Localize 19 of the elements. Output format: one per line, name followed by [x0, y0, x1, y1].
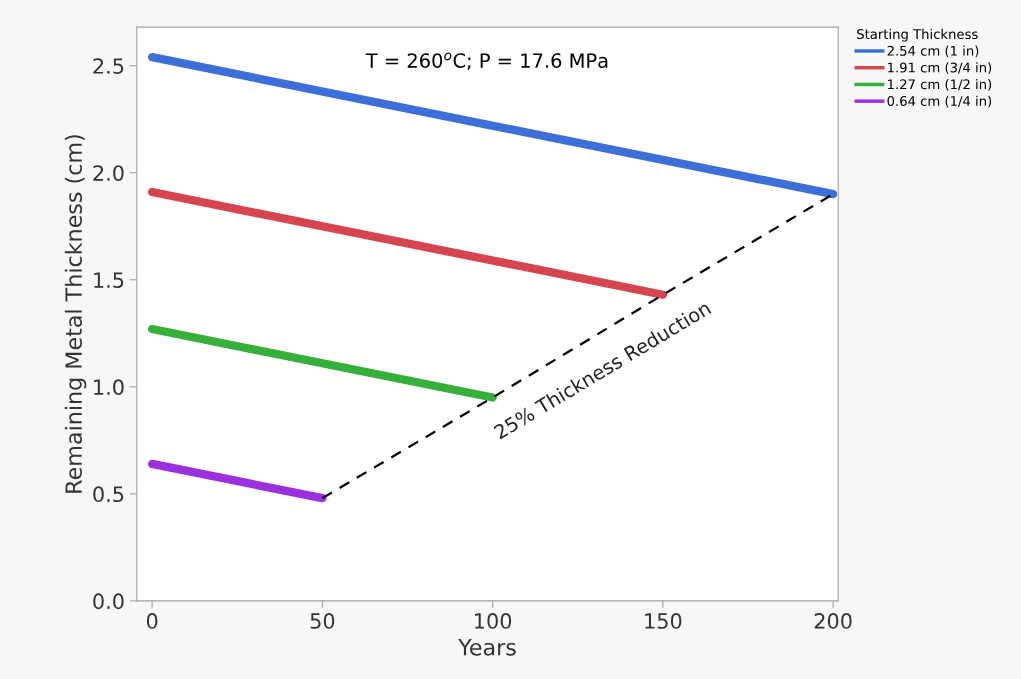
y-tick-label: 2.5 — [93, 58, 124, 74]
x-tick-label: 200 — [814, 613, 852, 629]
legend-label: 2.54 cm (1 in) — [887, 45, 979, 58]
legend-label: 1.91 cm (3/4 in) — [888, 62, 992, 75]
y-tick-label: 1.5 — [94, 272, 124, 288]
x-tick-label: 150 — [645, 613, 682, 629]
legend-title: Starting Thickness — [857, 28, 978, 42]
x-tick-label: 0 — [146, 613, 158, 629]
y-tick-label: 1.0 — [94, 379, 124, 396]
y-tick-label: 2.0 — [93, 165, 124, 181]
y-tick-label: 0.0 — [93, 593, 124, 610]
annotation: T = 260$^{o}$C; P = 17.6 MPa — [365, 52, 608, 70]
y-axis-title: Remaining Metal Thickness (cm) — [64, 135, 87, 493]
y-tick-label: 0.5 — [93, 486, 124, 503]
legend-label: 1.27 cm (1/2 in) — [888, 79, 992, 91]
legend-label: 0.64 cm (1/4 in) — [887, 95, 992, 108]
x-axis-title: Years — [458, 639, 516, 656]
x-tick-label: 100 — [475, 613, 512, 629]
x-tick-label: 50 — [310, 613, 335, 629]
